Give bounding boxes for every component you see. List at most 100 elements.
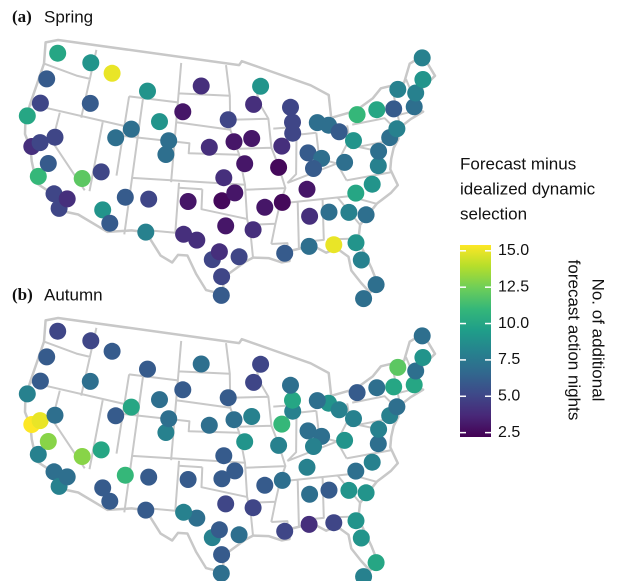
station-dot (308, 392, 326, 410)
station-dot (236, 155, 254, 173)
station-dot (407, 362, 425, 380)
station-dot (39, 433, 57, 450)
station-dot (347, 184, 365, 202)
station-dot (413, 327, 431, 345)
station-dot (256, 198, 274, 216)
station-dot (405, 376, 423, 394)
station-dot (348, 106, 366, 124)
station-dot (103, 342, 121, 360)
station-dot (210, 521, 228, 539)
station-dot (179, 471, 197, 488)
station-dot (212, 564, 230, 581)
station-dot (367, 554, 385, 572)
station-dot (38, 70, 56, 88)
station-dot (367, 276, 385, 294)
station-dot (252, 355, 270, 373)
station-dot (299, 422, 317, 440)
station-dot (320, 203, 338, 221)
station-dot (236, 433, 254, 451)
station-dot (299, 144, 317, 162)
station-dot (282, 98, 299, 116)
station-dot (39, 155, 57, 172)
station-dot (345, 410, 362, 428)
colorbar-label: forecast action nights (565, 260, 584, 421)
station-dot (330, 401, 348, 419)
station-dot (175, 503, 193, 521)
station-dot (29, 167, 47, 185)
station-dot (389, 80, 407, 98)
station-dot (82, 332, 100, 350)
station-dot (213, 546, 231, 564)
station-dot (345, 132, 362, 150)
station-dot (46, 406, 64, 424)
station-dot (363, 175, 381, 193)
legend: Forecast minus idealized dynamic selecti… (460, 154, 608, 441)
station-dot (273, 137, 291, 155)
station-dot (31, 94, 49, 112)
colorbar-tick-label: 15.0 (498, 242, 529, 259)
panel-label: (a) (12, 7, 32, 26)
station-dot (389, 358, 407, 376)
station-dot (174, 103, 192, 121)
station-dot (320, 481, 338, 499)
station-dot (81, 94, 99, 112)
station-dot (73, 448, 91, 465)
station-dot (298, 458, 316, 476)
us-outline (23, 38, 437, 296)
station-dot (244, 221, 262, 239)
station-dot (226, 184, 244, 202)
station-dot (243, 130, 261, 147)
station-dot (407, 84, 425, 102)
station-dot (347, 512, 365, 530)
station-dot (151, 113, 168, 131)
station-dot (49, 322, 67, 340)
station-dot (414, 71, 432, 88)
station-dot (157, 146, 175, 163)
station-dot (140, 468, 158, 486)
station-dot (244, 499, 262, 517)
station-dot (200, 416, 218, 434)
station-dot (212, 286, 230, 304)
station-dot (188, 509, 206, 527)
station-dot (405, 98, 423, 116)
station-dot (45, 463, 63, 481)
station-dot (122, 120, 140, 138)
station-dot (140, 190, 158, 208)
station-dot (276, 244, 294, 262)
station-dot (243, 408, 261, 425)
panel-title: Autumn (44, 285, 103, 304)
station-dot (174, 381, 192, 399)
station-dot (300, 515, 318, 533)
station-dot (219, 111, 237, 129)
station-dot (29, 445, 47, 463)
station-dot (215, 447, 233, 465)
station-dot (188, 231, 206, 249)
station-dot (305, 438, 322, 455)
station-dot (217, 495, 235, 513)
station-dot (18, 107, 36, 125)
station-dot (230, 526, 248, 544)
station-dot (31, 412, 49, 430)
station-dot (175, 225, 193, 243)
station-dot (81, 372, 99, 390)
station-dot (336, 153, 354, 171)
station-dot (414, 349, 432, 366)
station-dot (101, 214, 119, 232)
station-dot (107, 407, 125, 425)
station-dot (301, 207, 319, 225)
station-dot (46, 128, 64, 146)
station-dot (245, 95, 263, 113)
station-dot (151, 391, 168, 409)
station-dot (357, 484, 375, 502)
station-dot (217, 217, 235, 235)
station-dot (270, 436, 288, 454)
station-dot (107, 129, 125, 147)
station-dot (284, 113, 301, 131)
legend-title: Forecast minus (460, 154, 576, 173)
maps: (a) Spring (b) Autumn (12, 7, 437, 581)
station-dot (192, 77, 210, 95)
station-dot (160, 410, 178, 428)
station-dot (363, 453, 381, 471)
station-dot (38, 348, 56, 366)
station-dot (94, 201, 112, 219)
